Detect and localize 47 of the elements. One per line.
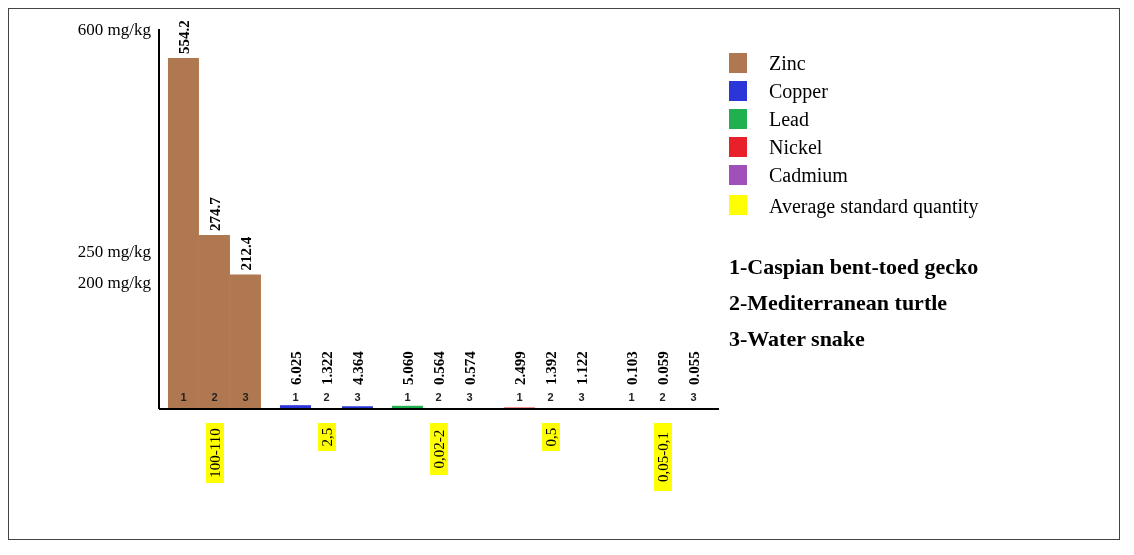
- y-tick-label: 250 mg/kg: [77, 241, 152, 261]
- data-label: 2.499: [512, 351, 529, 385]
- data-label: 0.574: [462, 350, 479, 385]
- text: 3: [578, 391, 585, 403]
- text: Cadmium: [769, 163, 848, 187]
- text: 1: [516, 391, 523, 403]
- text: Lead: [769, 107, 809, 131]
- data-label: 274.7: [207, 196, 224, 232]
- x-tick-label: 0,02-2: [431, 429, 447, 469]
- series-label: 3: [354, 391, 361, 403]
- data-label: 0.103: [624, 351, 641, 385]
- text: 2: [435, 391, 442, 403]
- text: 1: [180, 391, 187, 403]
- data-label: 0.059: [655, 351, 672, 385]
- text: 1: [404, 391, 411, 403]
- data-label: 1.392: [543, 351, 560, 385]
- text: 2: [211, 391, 218, 403]
- text: 2: [323, 391, 330, 403]
- text: 3: [242, 391, 249, 403]
- text: Copper: [769, 79, 828, 103]
- y-tick-label: 600 mg/kg: [77, 20, 152, 40]
- data-label: 0.564: [431, 350, 448, 385]
- text: 3: [466, 391, 473, 403]
- text: 3: [690, 391, 697, 403]
- text: Zinc: [769, 51, 806, 75]
- text: Average standard quantity: [769, 195, 980, 218]
- series-label: 2: [547, 391, 554, 403]
- x-tick-label: 0,5: [543, 427, 559, 447]
- text: 2-Mediterranean turtle: [729, 290, 949, 317]
- data-label: 5.060: [400, 351, 417, 385]
- series-label: 1: [292, 391, 299, 403]
- x-tick-label: 0,05-0,1: [655, 432, 671, 482]
- text: 3-Water snake: [729, 326, 866, 353]
- data-label: 1.122: [574, 351, 591, 385]
- x-tick-label: 2,5: [319, 427, 335, 447]
- data-label: 554.2: [176, 20, 193, 55]
- x-tick-label: 100-110: [207, 428, 223, 478]
- text: Nickel: [769, 135, 823, 159]
- text: 2: [659, 391, 666, 403]
- text: 1: [628, 391, 635, 403]
- data-label: 212.4: [238, 236, 255, 271]
- data-label: 4.364: [350, 350, 367, 385]
- text: 1-Caspian bent-toed gecko: [729, 254, 980, 281]
- y-tick-label: 200 mg/kg: [77, 273, 152, 293]
- data-label: 1.322: [319, 351, 336, 385]
- data-label: 0.055: [686, 351, 703, 385]
- data-label: 6.025: [288, 351, 305, 385]
